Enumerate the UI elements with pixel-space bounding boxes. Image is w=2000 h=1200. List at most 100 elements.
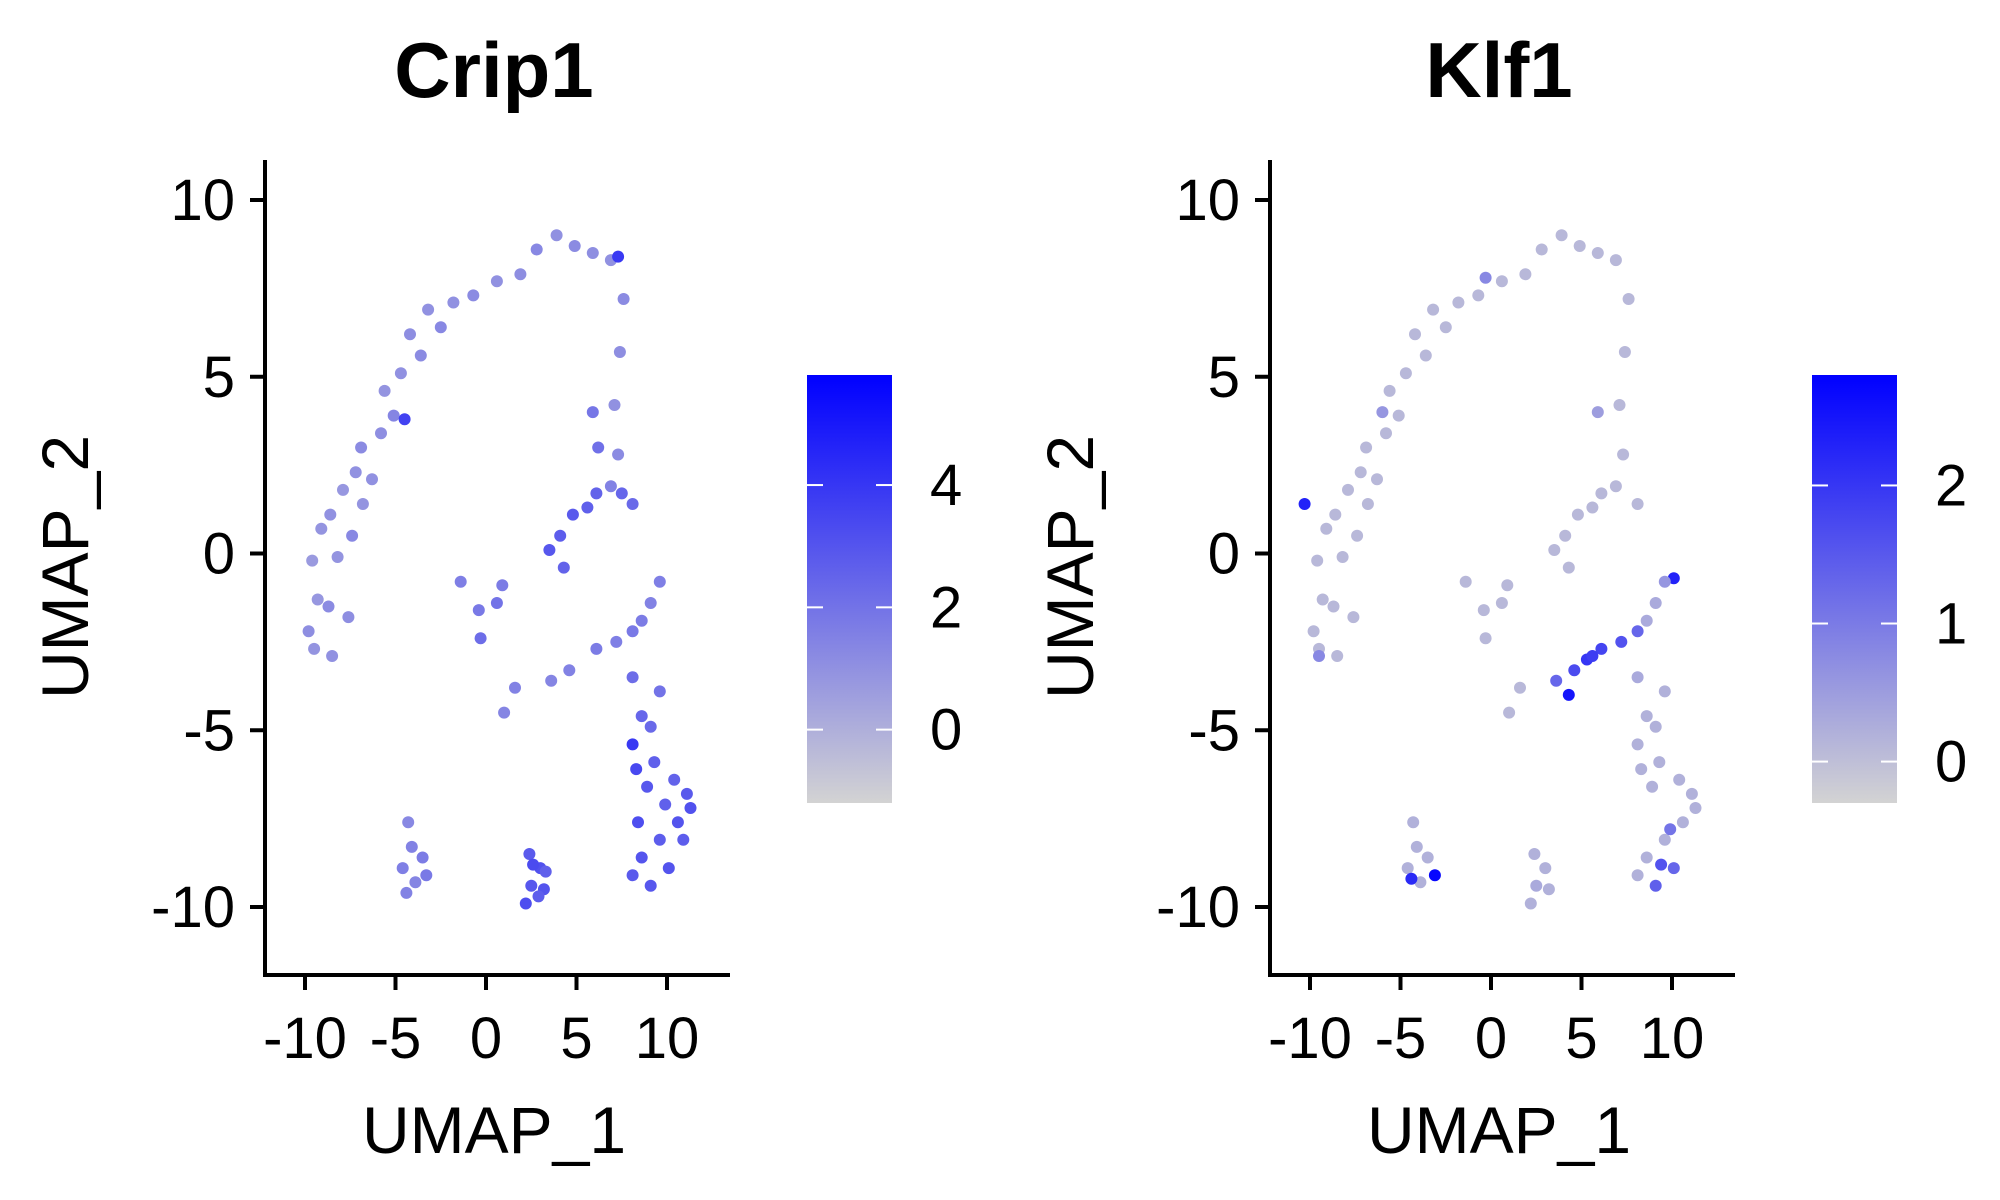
data-point [1609,254,1622,267]
data-point [1568,664,1581,677]
data-point [416,851,429,864]
data-point [1658,685,1671,698]
data-point [1667,572,1680,585]
colorbar-ticks: 0 2 4 [807,453,962,763]
data-point [1399,367,1412,380]
data-point [409,876,422,889]
data-point [1689,802,1702,814]
colorbar-tick-label: 0 [1935,730,1967,795]
data-point [653,833,666,846]
data-point [420,869,433,882]
data-point [1609,480,1622,493]
x-ticks: -10 -5 0 5 10 [263,975,699,1071]
data-point [1615,635,1628,648]
data-point [1311,554,1324,567]
data-point [1635,763,1648,776]
y-ticks: -10 -5 0 5 10 [151,168,265,940]
data-point [1380,427,1392,440]
data-point [1419,349,1432,362]
y-tick-label: 0 [203,522,235,587]
data-point [1479,271,1492,284]
data-point [322,600,335,613]
data-point [1414,876,1427,889]
data-point [1407,816,1420,829]
data-point [326,650,339,662]
data-point [1595,487,1608,500]
data-point [1459,575,1472,588]
data-point [1479,632,1492,645]
data-point [632,816,644,829]
data-point [1354,466,1367,479]
data-point [1591,247,1604,259]
data-point [653,685,666,698]
data-point [422,303,435,316]
data-point [1618,346,1631,358]
data-point [581,501,594,514]
data-point [1555,229,1568,242]
data-point [315,522,328,535]
data-point [1631,738,1644,751]
colorbar [807,375,892,803]
x-tick-label: 5 [560,1006,592,1071]
x-tick-label: -5 [1375,1006,1427,1071]
data-point [1495,275,1508,288]
data-point [590,487,603,500]
data-point [617,293,630,305]
data-point [490,275,503,288]
data-point [474,632,487,645]
data-point [644,597,657,609]
data-point [648,756,661,769]
data-point [550,229,563,242]
data-point [680,787,693,800]
data-point [1514,681,1526,694]
x-tick-label: -10 [263,1006,347,1071]
data-point [1571,508,1584,521]
data-point [662,862,675,875]
y-tick-label: 10 [1175,168,1240,233]
data-point [557,561,570,574]
data-point [677,833,690,846]
data-point [405,840,418,853]
data-point [1320,522,1333,535]
data-point [306,554,319,567]
data-point [626,498,639,510]
data-point [1307,625,1320,638]
data-point [349,466,362,479]
data-point [311,593,324,606]
colorbar [1812,375,1897,803]
data-point [668,773,681,786]
data-point [1477,604,1490,617]
data-point [586,247,599,259]
colorbar-ticks: 0 1 2 [1812,453,1967,795]
x-tick-label: 5 [1565,1006,1597,1071]
data-point [1646,780,1659,793]
data-point [563,664,576,677]
data-point [394,367,407,380]
data-point [1685,787,1698,800]
data-point [1622,293,1635,305]
data-point [331,551,344,563]
data-point [635,614,648,627]
data-point [1360,441,1373,454]
y-tick-label: 0 [1208,522,1240,587]
data-point [355,441,368,454]
data-point [1640,710,1653,723]
panel-title: Klf1 [1425,26,1572,114]
data-point [608,399,621,411]
data-point [509,681,521,694]
data-point [302,625,315,638]
data-point [472,604,485,617]
data-point [592,441,605,454]
data-point [532,890,545,903]
data-point [519,897,532,910]
data-point [1676,816,1689,829]
y-tick-label: 10 [170,168,235,233]
data-point [1559,529,1572,542]
data-point [610,635,623,648]
data-point [1535,243,1548,256]
data-point [1653,756,1666,769]
data-point [659,798,672,811]
data-point [613,346,626,358]
data-point [527,858,540,871]
